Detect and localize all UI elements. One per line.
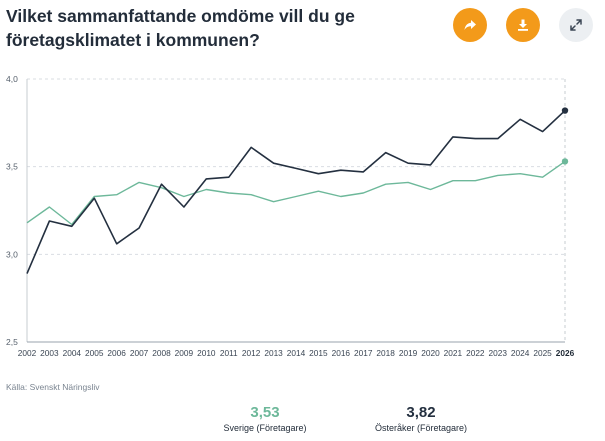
series-endpoint-sverige (561, 158, 569, 165)
x-tick-label: 2019 (399, 348, 418, 358)
x-tick-label: 2006 (107, 348, 126, 358)
y-tick-label: 3,5 (6, 162, 18, 172)
series-endpoint-osteraker (561, 107, 569, 114)
x-tick-label: 2024 (511, 348, 530, 358)
line-chart: 2,5 3,0 3,5 4,0 2002 2003 2004 2005 2006 2007 2008… (6, 74, 575, 358)
x-tick-label: 2018 (376, 348, 395, 358)
x-tick-label: 2013 (264, 348, 283, 358)
summary-osteraker-label: Österåker (Företagare) (374, 423, 468, 433)
x-tick-label: 2005 (85, 348, 104, 358)
x-tick-label: 2012 (242, 348, 261, 358)
download-icon (518, 19, 528, 31)
y-tick-label: 4,0 (6, 74, 18, 84)
y-tick-label: 3,0 (6, 249, 18, 259)
x-tick-label: 2002 (18, 348, 37, 358)
x-tick-label: 2003 (40, 348, 59, 358)
share-arrow-icon (464, 20, 476, 30)
chart-title: Vilket sammanfattande omdöme vill du ge … (6, 6, 355, 50)
x-tick-label: 2011 (220, 348, 238, 358)
x-tick-label: 2004 (63, 348, 82, 358)
x-tick-label: 2022 (466, 348, 485, 358)
summary-sverige-label: Sverige (Företagare) (223, 423, 307, 433)
action-toolbar (453, 8, 593, 42)
x-tick-label: 2025 (533, 348, 552, 358)
x-tick-label: 2009 (175, 348, 194, 358)
x-tick-label: 2023 (489, 348, 508, 358)
summary-osteraker-value: 3,82 (406, 404, 436, 421)
x-tick-label: 2008 (152, 348, 171, 358)
x-tick-label: 2026 (556, 348, 575, 358)
x-tick-label: 2020 (421, 348, 440, 358)
x-tick-label: 2017 (354, 348, 373, 358)
download-button[interactable] (506, 8, 540, 42)
source-note: Källa: Svenskt Näringsliv (6, 382, 100, 392)
summary-osteraker: 3,82 Österåker (Företagare) (356, 404, 486, 434)
summary-sverige: 3,53 Sverige (Företagare) (205, 404, 325, 434)
x-tick-label: 2014 (287, 348, 306, 358)
x-tick-label: 2007 (130, 348, 149, 358)
expand-icon (570, 19, 582, 31)
summary-sverige-value: 3,53 (250, 404, 280, 421)
series-line-sverige (26, 160, 566, 226)
share-button[interactable] (453, 8, 487, 42)
x-tick-label: 2010 (197, 348, 216, 358)
y-tick-label: 2,5 (6, 337, 18, 347)
x-tick-label: 2015 (309, 348, 328, 358)
x-tick-label: 2016 (332, 348, 351, 358)
x-tick-label: 2021 (444, 348, 463, 358)
expand-button[interactable] (559, 8, 593, 42)
series-line-osteraker (26, 110, 566, 274)
